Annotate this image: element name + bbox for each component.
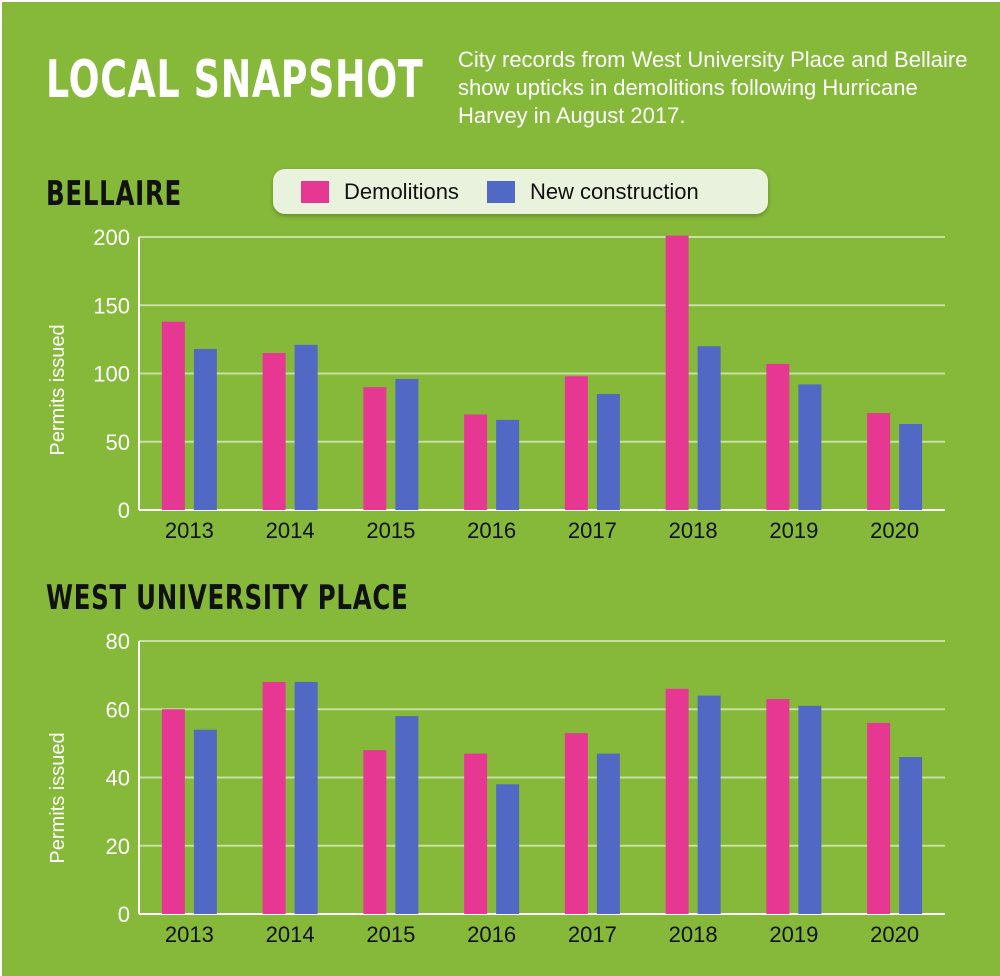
y-tick-label: 40	[106, 766, 130, 791]
bar-demolitions-2020	[867, 413, 891, 510]
y-tick-label: 0	[118, 902, 130, 927]
y-tick-label: 50	[106, 430, 130, 455]
bar-new-construction-2020	[899, 757, 923, 914]
bar-demolitions-2013	[161, 709, 185, 914]
bar-new-construction-2019	[798, 384, 822, 510]
x-tick-label: 2020	[870, 518, 919, 543]
bar-demolitions-2013	[161, 321, 185, 510]
intro-text: City records from West University Place …	[458, 47, 968, 128]
bar-demolitions-2017	[564, 376, 588, 510]
bar-demolitions-2019	[766, 363, 790, 510]
bar-demolitions-2015	[363, 750, 387, 914]
legend-swatch-new-construction	[486, 180, 515, 203]
west-university-place-bar-chart: 0 20 40 60 80 Permits issued 2013 2014 2015 2016 2…	[47, 629, 945, 947]
bar-demolitions-2018	[665, 688, 689, 914]
y-tick-label: 150	[93, 293, 130, 318]
x-tick-label: 2017	[568, 922, 617, 947]
y-tick-label: 100	[93, 362, 130, 387]
bar-new-construction-2015	[395, 716, 419, 914]
bar-demolitions-2019	[766, 699, 790, 914]
legend-label-new-construction: New construction	[529, 178, 699, 204]
y-tick-label: 0	[118, 498, 130, 523]
bar-demolitions-2014	[262, 681, 286, 914]
legend-swatch-demolitions	[301, 180, 329, 203]
x-tick-label: 2014	[266, 518, 315, 543]
x-tick-label: 2019	[769, 518, 818, 543]
bellaire-bar-chart: 0 50 100 150 200 Permits issued 2013 2014 2015 20…	[47, 225, 945, 543]
y-tick-label: 20	[106, 834, 130, 859]
x-tick-label: 2013	[165, 922, 214, 947]
bar-new-construction-2020	[899, 424, 923, 510]
x-tick-label: 2016	[467, 518, 516, 543]
y-axis-title: Permits issued	[47, 732, 69, 863]
bar-demolitions-2020	[867, 722, 891, 914]
x-tick-label: 2018	[669, 518, 718, 543]
x-tick-label: 2015	[366, 922, 415, 947]
chart-title-bellaire: BELLAIRE	[46, 174, 182, 214]
x-tick-label: 2015	[366, 518, 415, 543]
chart-title-west-university-place: WEST UNIVERSITY PLACE	[46, 578, 409, 618]
bar-demolitions-2016	[464, 414, 488, 510]
y-tick-label: 200	[93, 225, 130, 250]
x-tick-label: 2014	[266, 922, 315, 947]
bar-new-construction-2019	[798, 705, 822, 914]
x-tick-label: 2018	[669, 922, 718, 947]
bar-new-construction-2018	[697, 695, 721, 914]
bar-new-construction-2016	[496, 784, 520, 914]
bar-new-construction-2014	[294, 681, 318, 914]
y-tick-label: 80	[106, 629, 130, 654]
bar-new-construction-2018	[697, 346, 721, 510]
bar-new-construction-2014	[294, 344, 318, 510]
bar-new-construction-2016	[496, 419, 520, 510]
bar-new-construction-2013	[193, 348, 217, 510]
legend-label-demolitions: Demolitions	[344, 178, 459, 204]
bar-new-construction-2015	[395, 378, 419, 510]
x-tick-label: 2019	[769, 922, 818, 947]
headline: LOCAL SNAPSHOT	[46, 50, 424, 110]
bar-demolitions-2017	[564, 733, 588, 914]
legend: Demolitions New construction	[273, 169, 768, 214]
bar-demolitions-2015	[363, 387, 387, 510]
y-axis-title: Permits issued	[47, 324, 69, 455]
x-tick-label: 2013	[165, 518, 214, 543]
bar-new-construction-2017	[596, 393, 620, 510]
x-tick-label: 2020	[870, 922, 919, 947]
bar-demolitions-2016	[464, 753, 488, 914]
bar-demolitions-2014	[262, 353, 286, 510]
x-tick-label: 2016	[467, 922, 516, 947]
x-tick-label: 2017	[568, 518, 617, 543]
bar-new-construction-2013	[193, 729, 217, 914]
y-tick-label: 60	[106, 697, 130, 722]
bar-new-construction-2017	[596, 753, 620, 914]
bar-demolitions-2018	[665, 235, 689, 510]
